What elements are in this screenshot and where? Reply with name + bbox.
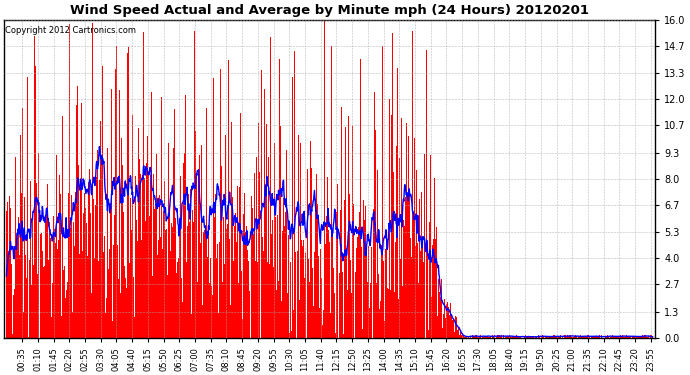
- Title: Wind Speed Actual and Average by Minute mph (24 Hours) 20120201: Wind Speed Actual and Average by Minute …: [70, 4, 589, 17]
- Text: Copyright 2012 Cartronics.com: Copyright 2012 Cartronics.com: [6, 26, 137, 35]
